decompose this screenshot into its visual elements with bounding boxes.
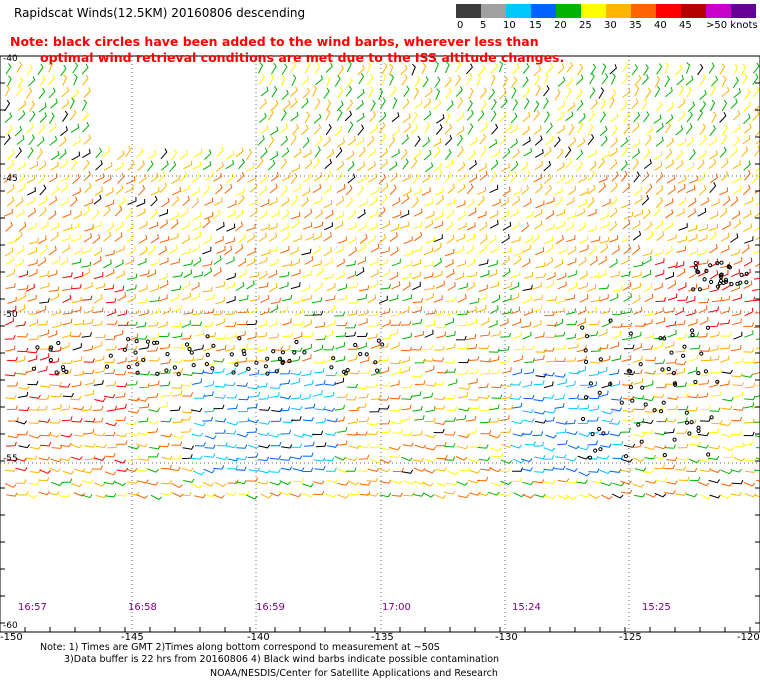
colorbar-swatch (731, 4, 756, 18)
lon-label: -150 (0, 632, 23, 643)
lon-label: -125 (619, 632, 642, 643)
map-frame (0, 55, 760, 633)
colorbar-label: 35 (629, 20, 642, 31)
note-line-2: optimal wind retrieval conditions are me… (40, 50, 565, 65)
lat-label: -60 (3, 621, 18, 631)
lat-label: -55 (3, 454, 18, 464)
quality-circles-layer (31, 260, 749, 460)
colorbar-swatch (531, 4, 556, 18)
map-ticks (0, 55, 760, 632)
lat-label: -50 (3, 310, 18, 320)
colorbar-swatch (506, 4, 531, 18)
footer-note-2: 3)Data buffer is 22 hrs from 20160806 4)… (64, 654, 500, 665)
footer-note-1: Note: 1) Times are GMT 2)Times along bot… (40, 642, 440, 653)
lon-label: -140 (247, 632, 270, 643)
time-label: 16:59 (256, 602, 285, 613)
note-line-1: Note: black circles have been added to t… (10, 34, 539, 49)
colorbar-label: 20 (554, 20, 567, 31)
colorbar-label: 0 (457, 20, 464, 31)
time-label: 15:24 (512, 602, 541, 613)
lat-label: -45 (3, 174, 18, 184)
lon-label: -145 (121, 632, 144, 643)
colorbar-label: 40 (654, 20, 667, 31)
colorbar-label: 45 (679, 20, 692, 31)
lon-label: -135 (371, 632, 394, 643)
map-title: Rapidscat Winds(12.5KM) 20160806 descend… (14, 6, 306, 20)
colorbar-swatch (656, 4, 681, 18)
colorbar-swatch (556, 4, 581, 18)
colorbar-swatch (706, 4, 731, 18)
time-label: 16:58 (128, 602, 157, 613)
time-label: 16:57 (18, 602, 47, 613)
colorbar-label: 10 (503, 20, 516, 31)
lon-label: -120 (737, 632, 760, 643)
colorbar-labels: 0 5 10 15 20 25 30 35 40 45 >50 knots (456, 20, 760, 34)
colorbar-swatch (606, 4, 631, 18)
lat-label: -40 (3, 54, 18, 64)
colorbar-swatch (631, 4, 656, 18)
time-label: 17:00 (382, 602, 411, 613)
colorbar-swatch (681, 4, 706, 18)
map-gridlines (0, 56, 760, 632)
colorbar-label: 25 (579, 20, 592, 31)
colorbar-label: 5 (480, 20, 487, 31)
colorbar-swatch (481, 4, 506, 18)
colorbar-label: 15 (529, 20, 542, 31)
wind-barbs-layer (3, 60, 760, 501)
time-label: 15:25 (642, 602, 671, 613)
lon-label: -130 (495, 632, 518, 643)
colorbar-swatch (456, 4, 481, 18)
footer-credit: NOAA/NESDIS/Center for Satellite Applica… (210, 668, 498, 679)
colorbar-label: 30 (604, 20, 617, 31)
colorbar-label: >50 knots (706, 20, 758, 31)
wind-speed-colorbar (456, 4, 756, 18)
colorbar-swatch (581, 4, 606, 18)
